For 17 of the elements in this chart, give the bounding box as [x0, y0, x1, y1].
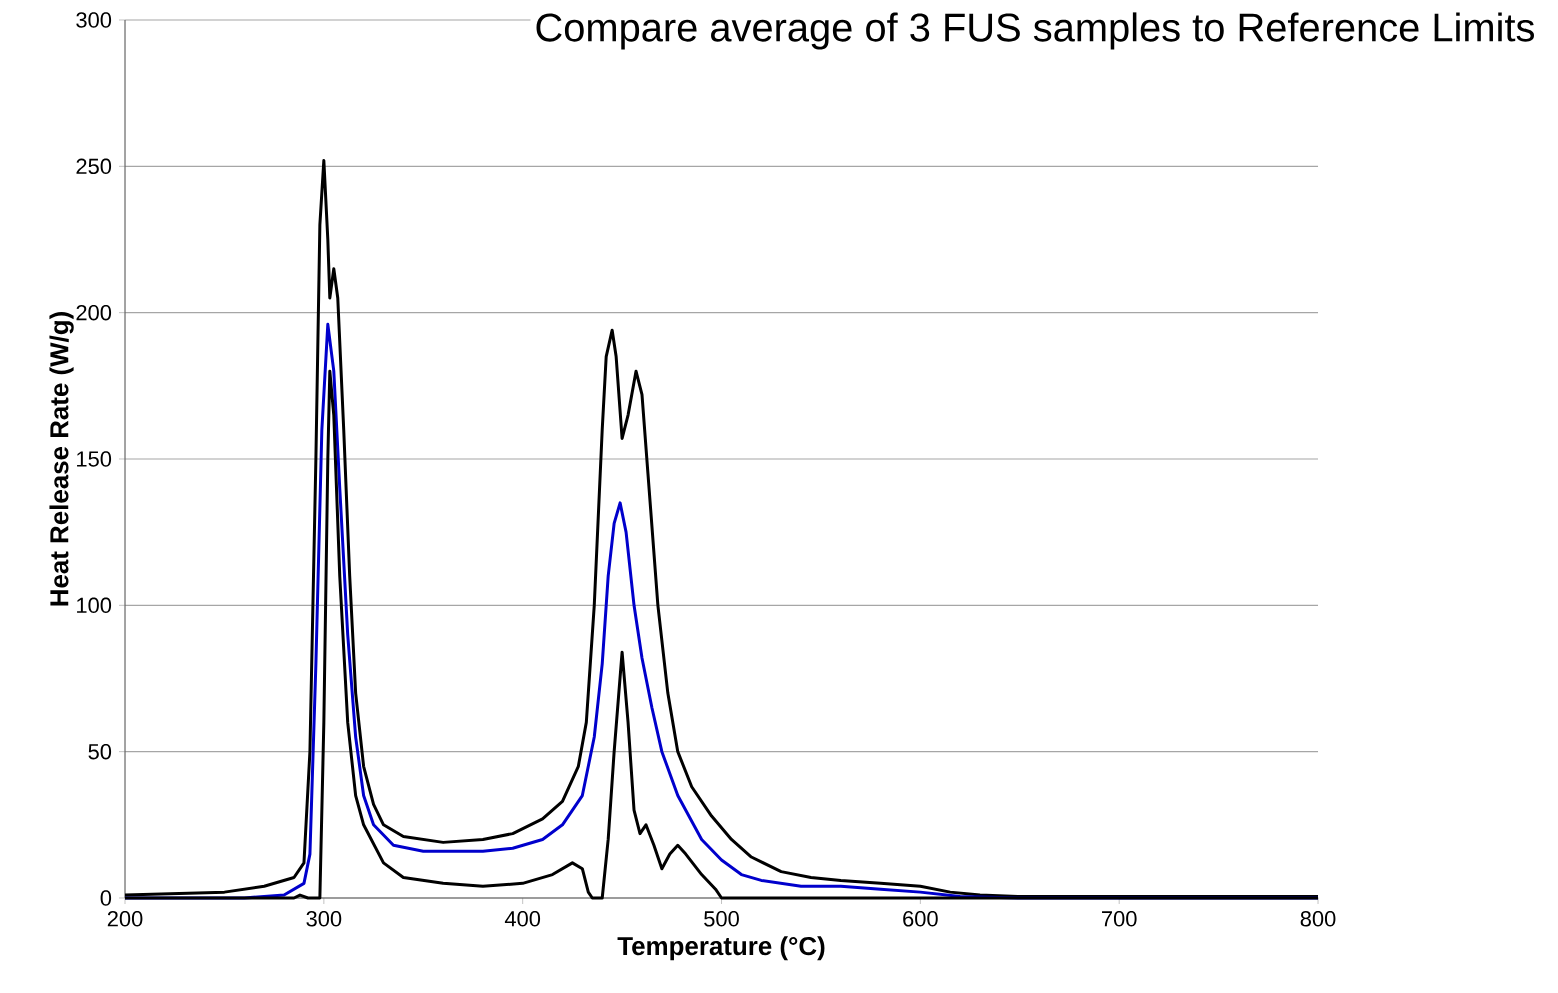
y-tick-label: 250	[76, 158, 112, 175]
y-tick-label: 0	[100, 890, 112, 906]
chart-title: Compare average of 3 FUS samples to Reference Limits	[536, 12, 1534, 50]
x-tick-label: 300	[306, 911, 342, 927]
x-tick-label: 800	[1300, 911, 1336, 927]
x-tick-label: 500	[704, 911, 739, 927]
x-tick-label: 200	[107, 911, 143, 927]
y-tick-label: 150	[77, 451, 112, 467]
y-tick-label: 300	[76, 12, 112, 28]
y-tick-label: 50	[88, 743, 112, 760]
y-axis-title: Heat Release Rate (W/g)	[49, 312, 74, 606]
x-axis-title: Temperature (°C)	[617, 936, 825, 961]
y-tick-label: 200	[76, 304, 112, 321]
x-tick-label: 600	[903, 911, 938, 927]
y-tick-label: 100	[77, 597, 112, 614]
x-tick-label: 700	[1102, 911, 1137, 927]
x-tick-label: 400	[504, 911, 541, 927]
